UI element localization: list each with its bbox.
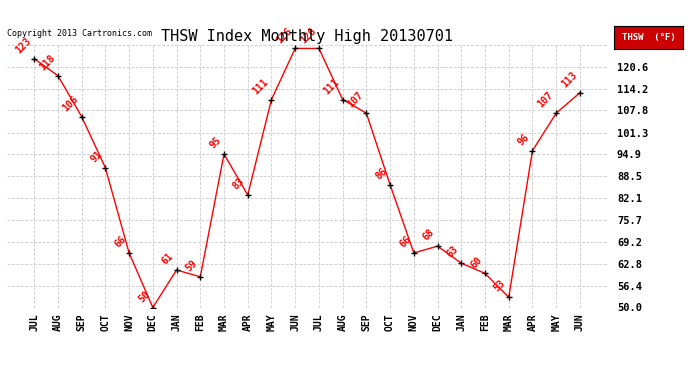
Text: 59: 59 bbox=[184, 258, 199, 273]
Text: 113: 113 bbox=[559, 70, 579, 89]
Text: 126: 126 bbox=[275, 26, 294, 45]
Text: 68: 68 bbox=[421, 227, 436, 243]
Title: THSW Index Monthly High 20130701: THSW Index Monthly High 20130701 bbox=[161, 29, 453, 44]
Text: 53: 53 bbox=[492, 279, 508, 294]
Text: 61: 61 bbox=[160, 251, 175, 267]
Text: 91: 91 bbox=[89, 149, 104, 164]
Text: 107: 107 bbox=[346, 90, 365, 110]
Text: 107: 107 bbox=[535, 90, 555, 110]
Text: 111: 111 bbox=[250, 76, 270, 96]
Text: 50: 50 bbox=[136, 289, 152, 304]
Text: 96: 96 bbox=[516, 132, 531, 147]
Text: 111: 111 bbox=[322, 76, 342, 96]
Text: Copyright 2013 Cartronics.com: Copyright 2013 Cartronics.com bbox=[7, 29, 152, 38]
Text: 86: 86 bbox=[373, 166, 389, 182]
Text: 95: 95 bbox=[208, 135, 223, 151]
Text: 63: 63 bbox=[445, 244, 460, 260]
Text: 66: 66 bbox=[112, 234, 128, 249]
Text: 126: 126 bbox=[298, 26, 317, 45]
Text: 123: 123 bbox=[14, 36, 33, 55]
Text: 60: 60 bbox=[469, 255, 484, 270]
Text: 106: 106 bbox=[61, 94, 81, 113]
Text: THSW  (°F): THSW (°F) bbox=[622, 33, 676, 42]
Text: 83: 83 bbox=[231, 176, 246, 192]
Text: 118: 118 bbox=[37, 53, 57, 72]
Text: 66: 66 bbox=[397, 234, 413, 249]
